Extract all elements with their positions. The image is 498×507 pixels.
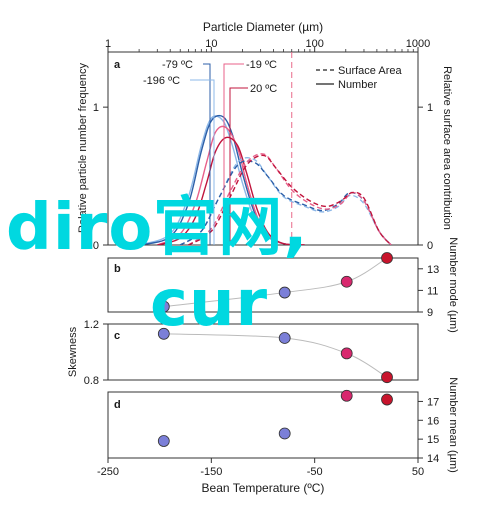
- right-tick-label: 0: [427, 240, 433, 252]
- right-axis-label: Relative surface area contribution: [441, 66, 453, 230]
- label-minus196: -196 ºC: [143, 75, 180, 87]
- panel-tick-label: 1.2: [84, 319, 99, 331]
- data-point: [381, 252, 393, 264]
- data-point: [340, 389, 353, 402]
- series-line-surface--196: [179, 157, 392, 245]
- panel-d-frame: [107, 391, 419, 459]
- panel-tick-label: 15: [427, 434, 439, 446]
- data-point: [157, 300, 170, 313]
- top-tick-label: 1: [105, 38, 111, 50]
- legend: Surface Area Number: [316, 65, 402, 91]
- panel-c-axis-label: Skewness: [67, 326, 79, 377]
- legend-number: Number: [338, 79, 377, 91]
- data-point: [157, 435, 170, 447]
- label-minus79: -79 ºC: [162, 59, 193, 71]
- panel-tick-label: 9: [427, 307, 433, 319]
- top-tick-label: 10: [205, 38, 217, 50]
- panel-tick-label: 13: [427, 264, 439, 276]
- panel-tick-label: 16: [427, 415, 439, 427]
- panel-d-axis-label: Number mean (µm): [447, 377, 459, 473]
- data-point: [157, 327, 170, 340]
- top-tick-label: 100: [305, 38, 323, 50]
- panel-b-frame: [107, 257, 419, 313]
- panel-tick-label: 11: [427, 285, 438, 297]
- bottom-tick-label: -50: [307, 466, 323, 478]
- left-axis-label: Relative particle number frequency: [77, 63, 89, 233]
- series-line-number-20: [157, 136, 305, 245]
- panel-a-letter: a: [114, 59, 121, 71]
- panel-tick-label: 0.8: [84, 375, 99, 387]
- top-tick-label: 1000: [406, 38, 430, 50]
- leader-20: [229, 87, 248, 245]
- leader-minus79: [203, 63, 211, 245]
- left-tick-label: 0: [93, 240, 99, 252]
- data-point: [381, 371, 393, 384]
- bottom-tick-label: -250: [97, 466, 119, 478]
- data-point: [340, 275, 353, 288]
- bottom-axis-label: Bean Temperature (ºC): [202, 481, 325, 495]
- data-point: [340, 347, 353, 360]
- series-line-number--79: [138, 114, 305, 245]
- leader-minus19: [223, 63, 244, 245]
- panel-d-letter: d: [114, 399, 121, 411]
- bottom-tick-label: 50: [412, 466, 424, 478]
- panel-c-letter: c: [114, 330, 120, 342]
- top-axis-label: Particle Diameter (µm): [203, 20, 323, 34]
- legend-surface-area: Surface Area: [338, 65, 402, 77]
- series-line-surface-20: [188, 154, 392, 245]
- panel-a-frame: [107, 51, 419, 246]
- data-point: [278, 427, 291, 440]
- panel-tick-label: 17: [427, 396, 439, 408]
- series-line-surface--79: [179, 160, 392, 245]
- label-20: 20 ºC: [250, 83, 277, 95]
- label-minus19: -19 ºC: [246, 59, 277, 71]
- bottom-tick-label: -150: [200, 466, 222, 478]
- panel-b-axis-label: Number mode (µm): [447, 237, 459, 333]
- trend-line: [163, 333, 388, 378]
- leader-minus196: [190, 79, 215, 245]
- left-tick-label: 1: [93, 102, 99, 114]
- trend-line: [163, 257, 388, 308]
- right-tick-label: 1: [427, 102, 433, 114]
- panel-tick-label: 14: [427, 453, 439, 465]
- panel-c-frame: [107, 323, 419, 381]
- data-point: [278, 286, 291, 299]
- data-point: [278, 332, 291, 344]
- panel-b-letter: b: [114, 263, 121, 275]
- series-line-number--196: [138, 115, 305, 245]
- series-line-number--19: [157, 125, 305, 245]
- data-point: [381, 393, 393, 406]
